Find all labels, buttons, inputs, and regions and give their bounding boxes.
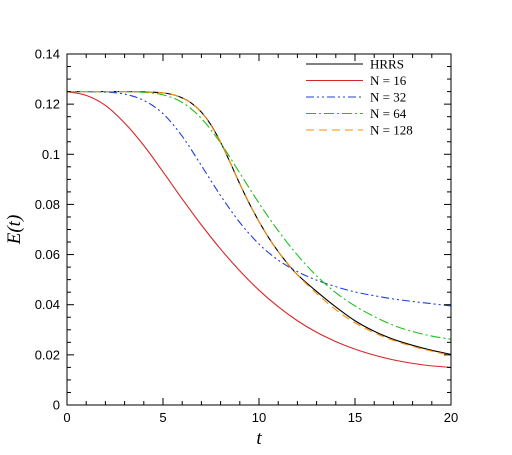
x-tick-label: 10 <box>252 410 266 425</box>
series-line-0 <box>67 91 452 355</box>
y-tick-label: 0.1 <box>42 147 60 162</box>
plot-lines <box>66 91 452 368</box>
legend-label-4: N = 128 <box>370 123 413 138</box>
legend-label-1: N = 16 <box>370 73 407 88</box>
y-tick-label: 0.14 <box>35 47 60 62</box>
x-tick-label: 0 <box>63 410 70 425</box>
axis-ticks <box>66 53 452 406</box>
legend-label-2: N = 32 <box>370 90 406 105</box>
x-axis-title: t <box>256 428 262 449</box>
series-line-2 <box>66 91 452 307</box>
x-tick-label: 20 <box>444 410 458 425</box>
series-line-4 <box>67 91 452 356</box>
y-tick-label: 0.02 <box>35 347 60 362</box>
x-tick-label: 5 <box>159 410 166 425</box>
y-axis-title: E(t) <box>4 215 25 246</box>
tick-labels: 0 5 10 15 20 0 0.02 0.04 0.06 0.08 0.1 0.12 0.14 <box>35 47 459 426</box>
series-line-1 <box>66 91 452 368</box>
y-tick-label: 0.12 <box>35 97 60 112</box>
y-tick-label: 0.04 <box>35 297 60 312</box>
x-tick-label: 15 <box>348 410 362 425</box>
series-line-3 <box>67 91 452 340</box>
legend-label-3: N = 64 <box>370 106 407 121</box>
legend-label-0: HRRS <box>370 57 404 72</box>
y-tick-label: 0 <box>53 398 60 413</box>
y-tick-label: 0.06 <box>35 247 60 262</box>
y-tick-label: 0.08 <box>35 197 60 212</box>
